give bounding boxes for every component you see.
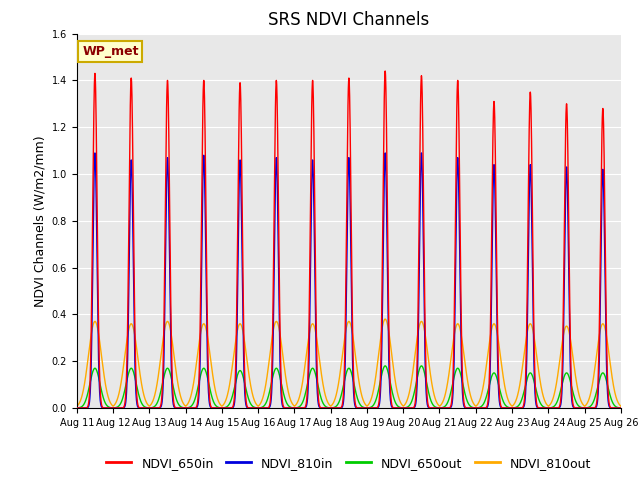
Text: WP_met: WP_met [82,45,139,58]
Y-axis label: NDVI Channels (W/m2/mm): NDVI Channels (W/m2/mm) [33,135,46,307]
Legend: NDVI_650in, NDVI_810in, NDVI_650out, NDVI_810out: NDVI_650in, NDVI_810in, NDVI_650out, NDV… [101,452,596,475]
Title: SRS NDVI Channels: SRS NDVI Channels [268,11,429,29]
